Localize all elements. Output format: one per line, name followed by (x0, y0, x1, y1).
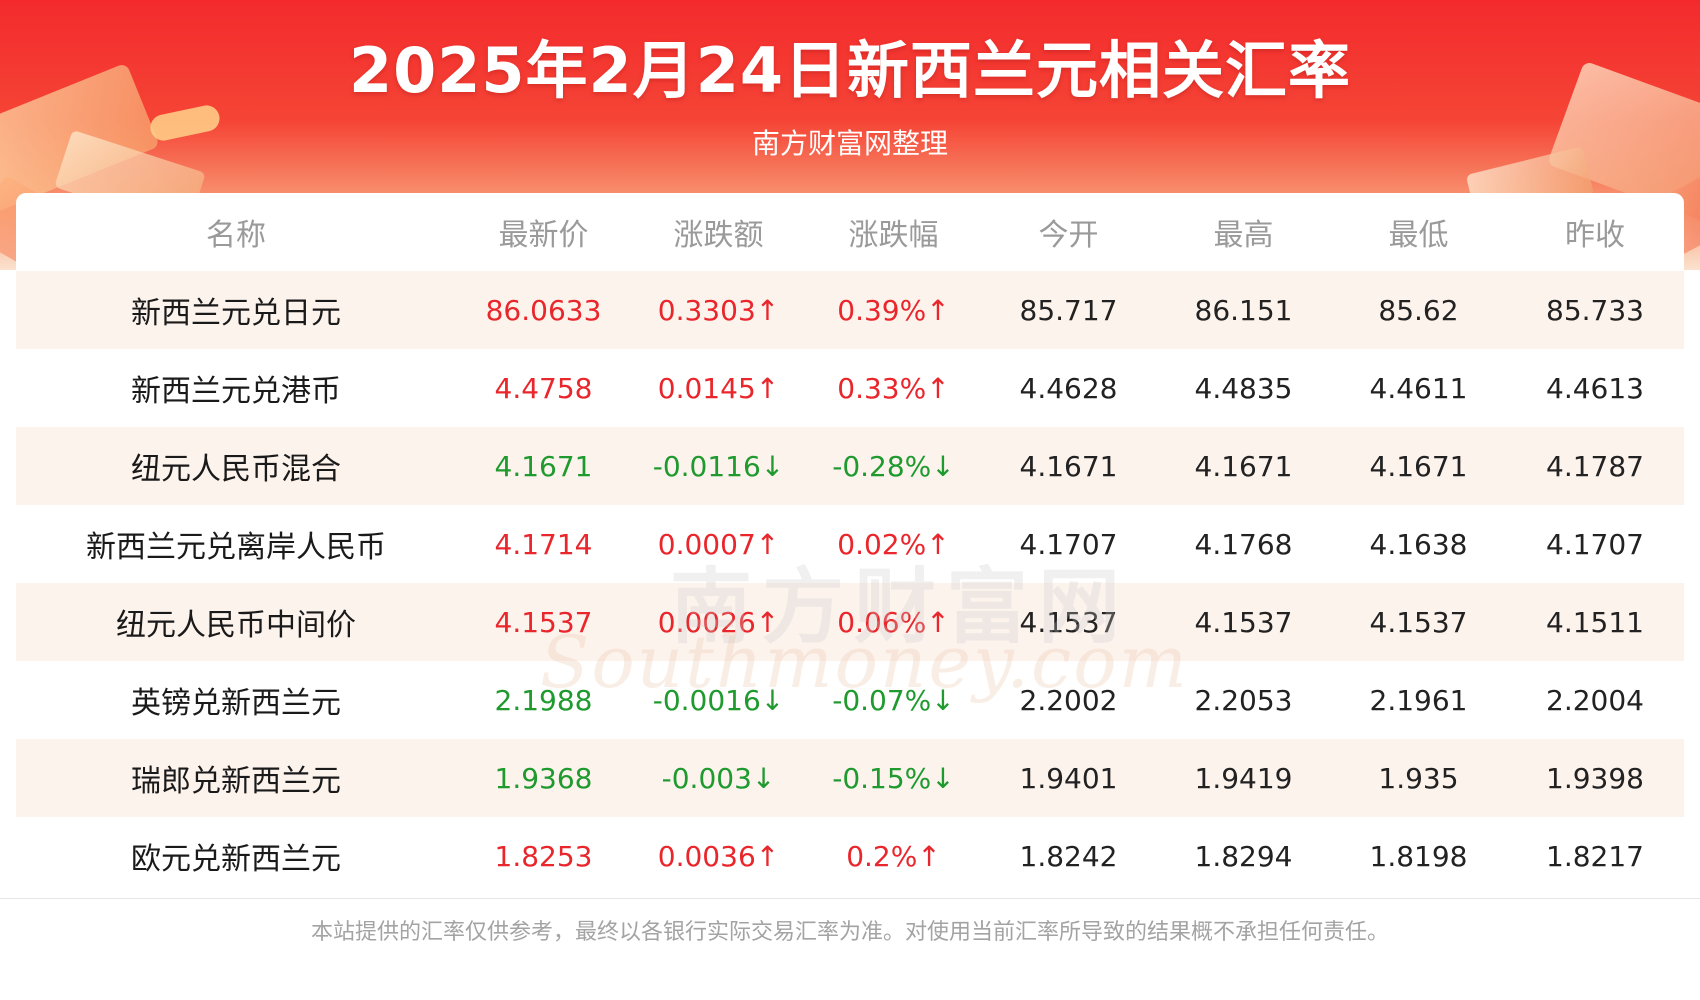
prev-close: 4.1707 (1546, 527, 1644, 561)
low-price: 4.1671 (1369, 449, 1468, 483)
latest-price: 4.4758 (494, 371, 593, 405)
prev-close: 2.2004 (1546, 683, 1644, 717)
change-amount: 0.0007↑ (657, 527, 780, 561)
column-header-open: 今开 (1038, 218, 1099, 253)
page-subtitle: 南方财富网整理 (751, 127, 948, 160)
change-amount: -0.0016↓ (652, 683, 785, 717)
latest-price: 86.0633 (485, 293, 602, 327)
high-price: 2.2053 (1194, 683, 1293, 717)
column-header-prev-close: 昨收 (1565, 218, 1625, 253)
low-price: 1.935 (1378, 761, 1459, 795)
prev-close: 85.733 (1546, 293, 1644, 327)
prev-close: 4.1511 (1546, 605, 1644, 639)
low-price: 4.4611 (1369, 371, 1468, 405)
high-price: 4.1671 (1194, 449, 1293, 483)
change-amount: -0.003↓ (661, 761, 776, 795)
footer-divider (0, 898, 1700, 899)
rates-table: 名称 最新价 涨跌额 涨跌幅 今开 最高 最低 昨收 新西兰元兑日元 86.063… (16, 193, 1684, 898)
table-header-row: 名称 最新价 涨跌额 涨跌幅 今开 最高 最低 昨收 (16, 193, 1684, 271)
prev-close: 4.1787 (1546, 449, 1644, 483)
latest-price: 4.1537 (494, 605, 593, 639)
page-title: 2025年2月24日新西兰元相关汇率 (349, 34, 1351, 107)
table-row: 欧元兑新西兰元 1.8253 0.0036↑ 0.2%↑ 1.8242 1.8294 1.8… (16, 817, 1684, 895)
column-header-latest: 最新价 (498, 218, 589, 253)
row-name: 新西兰元兑日元 (131, 296, 341, 331)
change-amount: 0.3303↑ (657, 293, 780, 327)
change-percent: -0.28%↓ (832, 449, 955, 483)
change-percent: 0.33%↑ (837, 371, 950, 405)
open-price: 1.9401 (1019, 761, 1118, 795)
column-header-name: 名称 (206, 218, 266, 253)
table-row: 纽元人民币混合 4.1671 -0.0116↓ -0.28%↓ 4.1671 4.1671… (16, 427, 1684, 505)
low-price: 2.1961 (1369, 683, 1468, 717)
row-name: 纽元人民币中间价 (116, 608, 356, 643)
high-price: 4.1768 (1194, 527, 1293, 561)
row-name: 欧元兑新西兰元 (131, 842, 341, 877)
row-name: 新西兰元兑离岸人民币 (86, 530, 386, 565)
open-price: 85.717 (1019, 293, 1118, 327)
low-price: 4.1537 (1369, 605, 1468, 639)
latest-price: 1.9368 (494, 761, 593, 795)
low-price: 1.8198 (1369, 839, 1468, 873)
change-percent: -0.07%↓ (832, 683, 955, 717)
prev-close: 1.8217 (1546, 839, 1644, 873)
change-percent: 0.06%↑ (837, 605, 950, 639)
latest-price: 2.1988 (494, 683, 593, 717)
change-amount: 0.0145↑ (657, 371, 780, 405)
open-price: 4.1671 (1019, 449, 1118, 483)
prev-close: 4.4613 (1546, 371, 1644, 405)
change-percent: 0.39%↑ (837, 293, 950, 327)
table-row: 英镑兑新西兰元 2.1988 -0.0016↓ -0.07%↓ 2.2002 2.2053… (16, 661, 1684, 739)
change-percent: -0.15%↓ (832, 761, 955, 795)
low-price: 85.62 (1378, 293, 1459, 327)
column-header-high: 最高 (1213, 218, 1274, 253)
table-row: 纽元人民币中间价 4.1537 0.0026↑ 0.06%↑ 4.1537 4.1537 4… (16, 583, 1684, 661)
latest-price: 4.1714 (494, 527, 593, 561)
column-header-change-pct: 涨跌幅 (848, 218, 939, 253)
row-name: 英镑兑新西兰元 (131, 686, 341, 721)
change-amount: -0.0116↓ (652, 449, 785, 483)
latest-price: 4.1671 (494, 449, 593, 483)
latest-price: 1.8253 (494, 839, 593, 873)
disclaimer-text: 本站提供的汇率仅供参考，最终以各银行实际交易汇率为准。对使用当前汇率所导致的结果… (310, 920, 1389, 945)
open-price: 4.4628 (1019, 371, 1118, 405)
change-percent: 0.02%↑ (837, 527, 950, 561)
open-price: 2.2002 (1019, 683, 1118, 717)
high-price: 1.8294 (1194, 839, 1293, 873)
column-header-change: 涨跌额 (673, 218, 764, 253)
high-price: 86.151 (1194, 293, 1293, 327)
column-header-low: 最低 (1388, 218, 1449, 253)
open-price: 4.1707 (1019, 527, 1118, 561)
change-amount: 0.0036↑ (657, 839, 780, 873)
row-name: 纽元人民币混合 (131, 452, 341, 487)
table-row: 新西兰元兑港币 4.4758 0.0145↑ 0.33%↑ 4.4628 4.4835 4.… (16, 349, 1684, 427)
table-row: 新西兰元兑日元 86.0633 0.3303↑ 0.39%↑ 85.717 86.151 8… (16, 271, 1684, 349)
high-price: 1.9419 (1194, 761, 1293, 795)
change-percent: 0.2%↑ (846, 839, 941, 873)
high-price: 4.4835 (1194, 371, 1293, 405)
table-row: 瑞郎兑新西兰元 1.9368 -0.003↓ -0.15%↓ 1.9401 1.9419 1… (16, 739, 1684, 817)
table-row: 新西兰元兑离岸人民币 4.1714 0.0007↑ 0.02%↑ 4.1707 4.176… (16, 505, 1684, 583)
prev-close: 1.9398 (1546, 761, 1644, 795)
low-price: 4.1638 (1369, 527, 1468, 561)
row-name: 瑞郎兑新西兰元 (131, 764, 341, 799)
open-price: 1.8242 (1019, 839, 1118, 873)
open-price: 4.1537 (1019, 605, 1118, 639)
row-name: 新西兰元兑港币 (131, 374, 341, 409)
change-amount: 0.0026↑ (657, 605, 780, 639)
high-price: 4.1537 (1194, 605, 1293, 639)
